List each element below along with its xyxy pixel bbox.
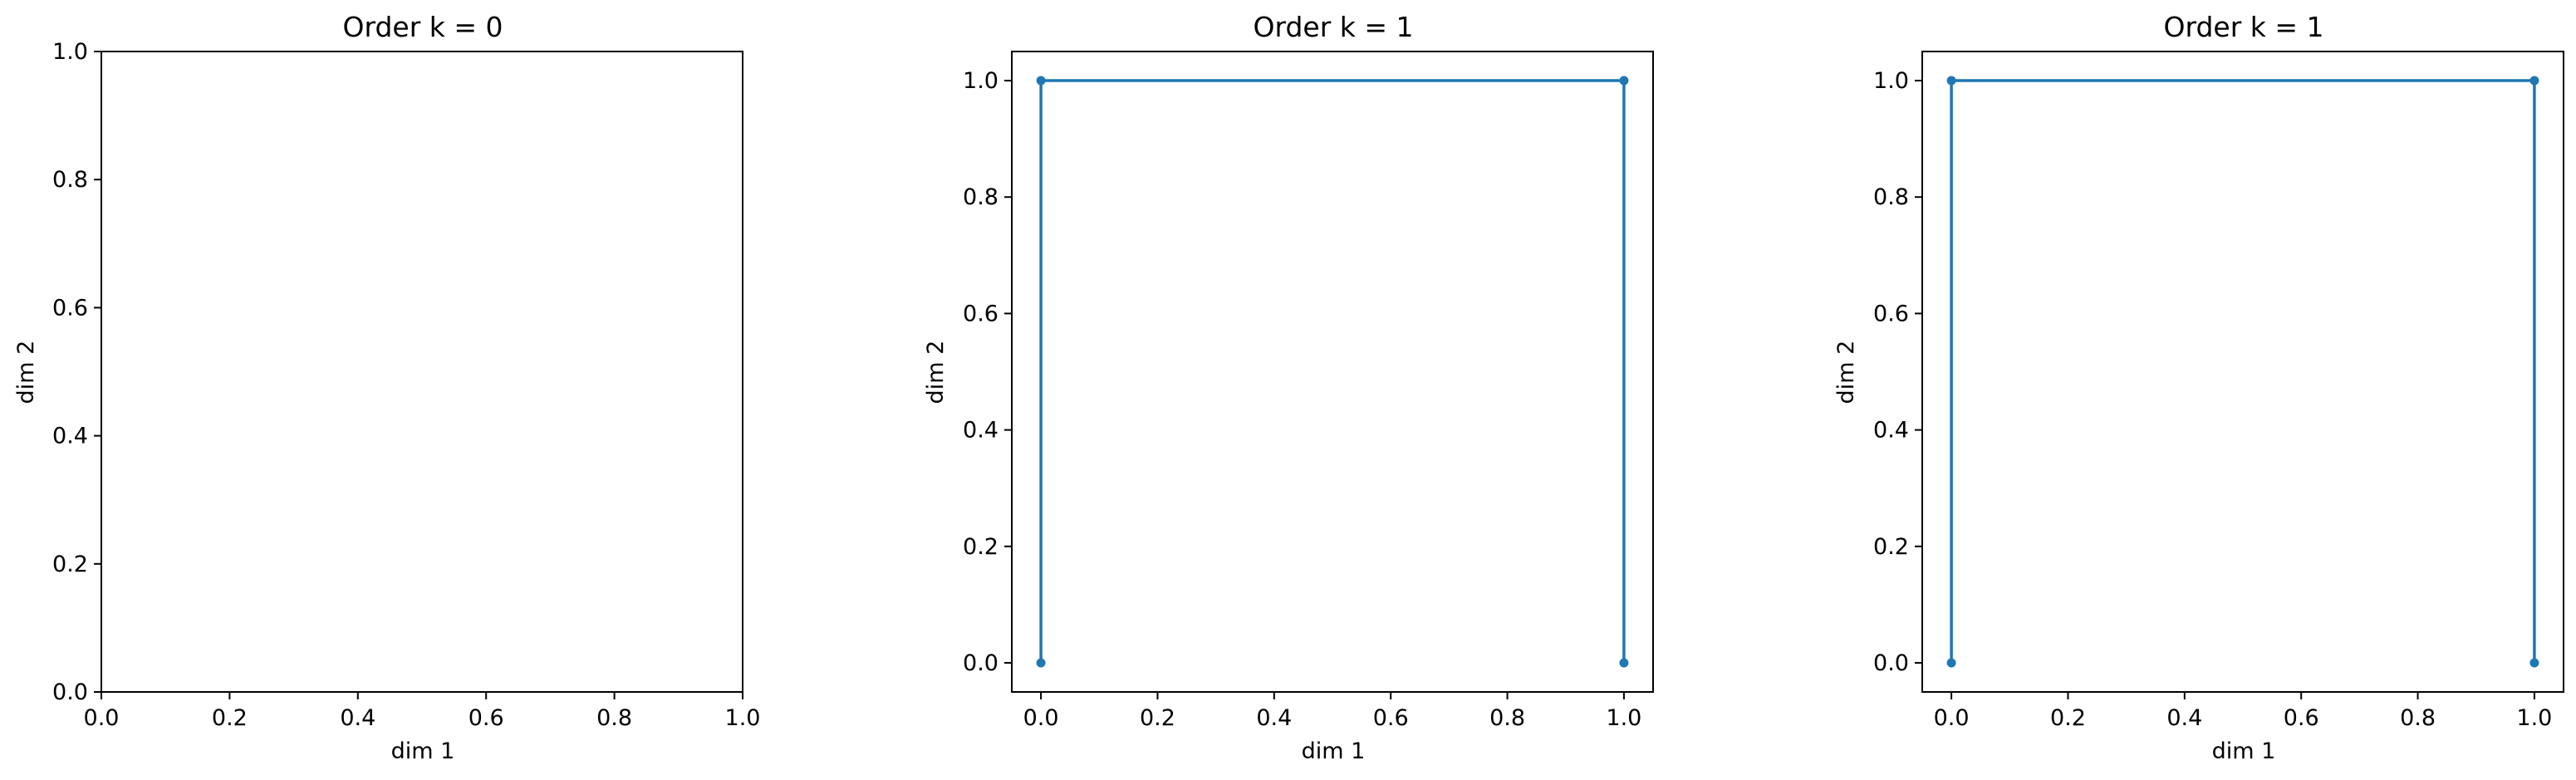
subplot-2-y-tick-label: 1.0: [963, 68, 999, 94]
subplot-3-series-line: [1950, 79, 2536, 665]
subplot-1-axes: [101, 51, 743, 693]
subplot-3-x-tick-label: 0.4: [2166, 705, 2202, 731]
subplot-3-axes: [1921, 51, 2564, 693]
subplot-2-x-axis-label: dim 1: [1302, 738, 1366, 764]
subplot-2-series-line: [1039, 79, 1626, 665]
subplot-3-plot-area: [1946, 76, 2539, 668]
subplot-1-x-tick-label: 0.2: [212, 705, 248, 731]
subplot-2-x-tick-label: 0.6: [1373, 705, 1409, 731]
subplot-3-x-tick-label: 1.0: [2516, 705, 2552, 731]
subplot-3-y-tick-label: 0.0: [1873, 650, 1909, 676]
subplot-2-data-point: [1619, 658, 1629, 668]
subplot-3-x-tick-label: 0.6: [2284, 705, 2319, 731]
subplot-1-ticks: 0.0 0.2 0.4 0.6 0.8 1.0 0.0 0.2 0.4 0.6 0.8 1.0: [52, 39, 760, 731]
subplot-1-x-tick-label: 1.0: [725, 705, 761, 731]
subplot-2-y-tick-label: 0.0: [963, 650, 999, 676]
subplot-2-y-axis-label: dim 2: [923, 341, 949, 405]
subplot-2-title: Order k = 1: [1253, 11, 1413, 43]
subplot-3-x-axis-label: dim 1: [2212, 738, 2276, 764]
subplot-1-y-tick-label: 0.6: [52, 295, 88, 321]
subplot-2-ticks: 0.0 0.2 0.4 0.6 0.8 1.0 0.0 0.2 0.4 0.6 0.8 1.0: [963, 68, 1641, 731]
subplot-3-x-tick-label: 0.0: [1934, 705, 1970, 731]
subplot-2-data-point: [1036, 76, 1046, 86]
subplot-3-y-tick-label: 0.8: [1873, 184, 1909, 210]
subplot-3-ticks: 0.0 0.2 0.4 0.6 0.8 1.0 0.0 0.2 0.4 0.6 0.8 1.0: [1873, 68, 2552, 731]
subplot-3-y-tick-label: 1.0: [1873, 68, 1909, 94]
subplot-3-y-tick-label: 0.2: [1873, 534, 1909, 560]
subplot-2-data-point: [1036, 658, 1046, 668]
subplot-2-y-tick-label: 0.2: [963, 534, 999, 560]
subplot-1-y-tick-label: 0.4: [52, 424, 88, 449]
subplot-1-x-tick-label: 0.0: [84, 705, 120, 731]
subplot-3-data-point: [2529, 658, 2539, 668]
subplot-3-x-tick-label: 0.8: [2400, 705, 2436, 731]
subplot-1-x-tick-label: 0.8: [596, 705, 632, 731]
subplot-2-x-tick-label: 1.0: [1606, 705, 1641, 731]
subplot-3-y-axis-label: dim 2: [1833, 341, 1859, 405]
subplot-1: Order k = 0 0.0 0.2 0.4 0.6 0.8 1.00.00.20.40…: [13, 11, 760, 764]
subplot-3-title: Order k = 1: [2163, 11, 2323, 43]
subplot-3-data-point: [1946, 76, 1956, 86]
subplot-3-data-point: [1946, 658, 1956, 668]
subplot-2-x-tick-label: 0.8: [1489, 705, 1525, 731]
subplot-1-y-tick-label: 1.0: [52, 39, 88, 65]
subplot-1-title: Order k = 0: [342, 11, 503, 43]
subplot-3-y-tick-label: 0.6: [1873, 301, 1909, 326]
subplot-2-x-tick-label: 0.4: [1256, 705, 1292, 731]
subplot-3-data-point: [2529, 76, 2539, 86]
subplot-3-x-tick-label: 0.2: [2050, 705, 2086, 731]
subplot-2-x-tick-label: 0.0: [1023, 705, 1059, 731]
subplot-2-data-point: [1619, 76, 1629, 86]
subplot-1-y-axis-label: dim 2: [13, 341, 39, 405]
subplot-2-y-tick-label: 0.6: [963, 301, 999, 326]
subplot-1-x-axis-label: dim 1: [391, 738, 455, 764]
subplot-1-y-tick-label: 0.0: [52, 679, 88, 705]
subplot-1-y-tick-label: 0.2: [52, 552, 88, 577]
subplot-1-x-tick-label: 0.4: [340, 705, 375, 731]
subplot-3-y-tick-label: 0.4: [1873, 418, 1909, 444]
subplot-1-y-tick-label: 0.8: [52, 167, 88, 193]
subplot-3: Order k = 1 0.0 0.2 0.4 0.6 0.8 1.00.00.20.40…: [1833, 11, 2564, 764]
subplot-2-y-tick-label: 0.4: [963, 418, 999, 444]
subplot-2-y-tick-label: 0.8: [963, 184, 999, 210]
subplot-2-x-tick-label: 0.2: [1140, 705, 1175, 731]
subplot-2-axes: [1011, 51, 1654, 693]
subplot-2-plot-area: [1036, 76, 1629, 668]
subplot-1-x-tick-label: 0.6: [469, 705, 504, 731]
subplot-2: Order k = 1 0.0 0.2 0.4 0.6 0.8 1.00.00.20.40…: [923, 11, 1654, 764]
